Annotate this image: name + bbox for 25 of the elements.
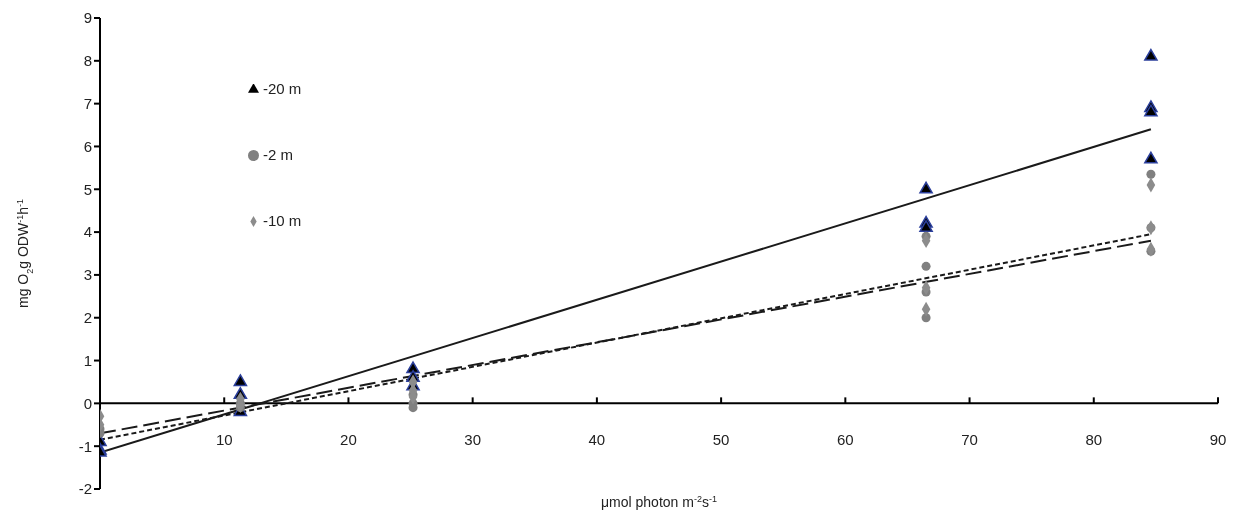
y-tick-label: 5 <box>83 180 92 198</box>
y-tick-label: 7 <box>83 94 92 112</box>
y-tick-label: -1 <box>78 437 92 455</box>
x-tick-label: 90 <box>1209 431 1227 449</box>
legend-label: -2 m <box>263 146 293 163</box>
x-tick-label: 80 <box>1085 431 1103 449</box>
y-tick-label: 8 <box>83 52 92 70</box>
y-tick-label: 4 <box>83 223 92 241</box>
y-tick-label: 2 <box>83 309 92 327</box>
y-tick-label: 9 <box>83 9 92 27</box>
x-tick-label: 20 <box>340 431 357 449</box>
x-axis-title: μmol photon m$^{-2}$s$^{-1}$ <box>601 494 717 510</box>
y-tick-label: 1 <box>83 351 92 369</box>
y-tick-label: -2 <box>78 480 92 498</box>
x-tick-label: 60 <box>836 431 854 449</box>
x-tick-label: 10 <box>215 431 233 449</box>
legend-label: -10 m <box>263 212 302 229</box>
y-tick-label: 6 <box>83 137 92 155</box>
x-tick-label: 30 <box>464 431 482 449</box>
y-tick-label: 0 <box>83 394 92 412</box>
legend-label: -20 m <box>263 80 302 97</box>
x-tick-label: 70 <box>961 431 978 449</box>
y-tick-label: 3 <box>83 266 92 284</box>
x-tick-label: 40 <box>588 431 606 449</box>
x-tick-label: 50 <box>712 431 730 449</box>
